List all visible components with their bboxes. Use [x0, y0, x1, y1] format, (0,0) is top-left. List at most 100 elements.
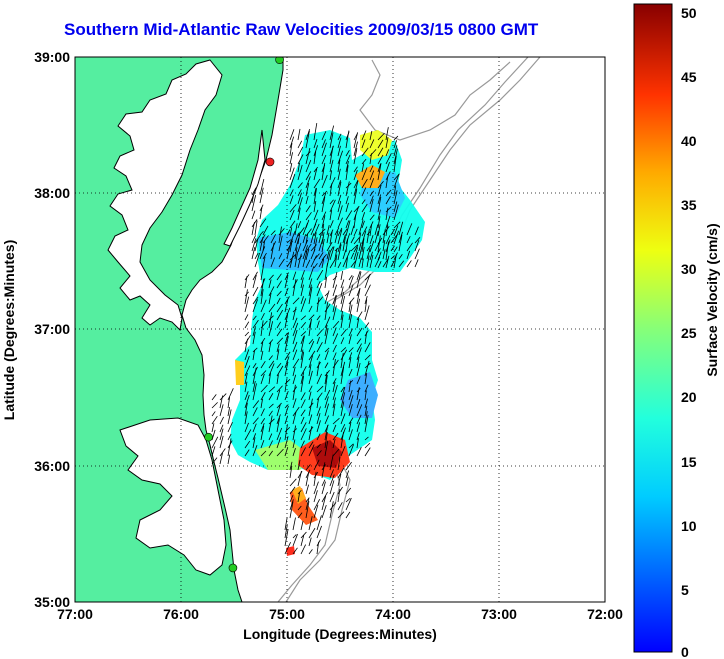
velocity-arrow	[377, 147, 384, 157]
velocity-arrow	[369, 195, 374, 205]
velocity-arrow	[329, 454, 334, 471]
velocity-arrow	[252, 274, 257, 289]
velocity-arrow	[366, 248, 371, 260]
velocity-arrow	[276, 389, 281, 401]
velocity-arrow	[377, 209, 381, 221]
velocity-arrow	[385, 241, 389, 261]
velocity-arrow	[268, 386, 276, 393]
velocity-arrow	[251, 193, 255, 204]
velocity-arrow	[345, 220, 350, 229]
velocity-arrow	[332, 344, 337, 353]
velocity-arrow	[268, 363, 275, 377]
velocity-arrow	[332, 432, 339, 441]
velocity-arrow	[292, 279, 297, 297]
velocity-arrow	[313, 459, 320, 471]
colorbar-ticks: 0 5 10 15 20 25 30 35 40 45 50	[681, 5, 697, 659]
velocity-arrow	[377, 224, 381, 237]
velocity-arrow	[345, 165, 349, 181]
velocity-arrow	[353, 228, 358, 237]
velocity-arrow	[292, 374, 297, 385]
velocity-arrow	[364, 436, 369, 441]
velocity-arrow	[329, 209, 333, 221]
velocity-arrow	[361, 167, 368, 181]
velocity-arrow	[308, 391, 312, 401]
velocity-arrow	[310, 244, 317, 252]
velocity-arrow	[342, 236, 346, 252]
velocity-arrow	[244, 440, 251, 449]
velocity-arrow	[252, 315, 257, 321]
colorbar-tick: 45	[681, 69, 697, 85]
velocity-arrow	[268, 341, 272, 353]
velocity-arrow	[345, 210, 353, 221]
velocity-arrow	[297, 207, 301, 221]
velocity-arrow	[313, 263, 318, 269]
velocity-arrow	[337, 150, 343, 165]
velocity-arrow	[313, 151, 317, 165]
velocity-arrow	[329, 159, 334, 173]
velocity-arrow	[345, 497, 352, 511]
x-tick: 73:00	[481, 606, 517, 622]
velocity-arrow	[369, 254, 374, 269]
velocity-arrow	[348, 334, 352, 345]
velocity-arrow	[340, 361, 346, 377]
velocity-arrow	[276, 297, 281, 305]
velocity-arrow	[276, 280, 282, 289]
velocity-arrow	[260, 450, 267, 457]
colorbar-tick: 25	[681, 325, 697, 341]
velocity-arrow	[284, 335, 289, 353]
velocity-arrow	[289, 129, 295, 141]
velocity-arrow	[305, 205, 311, 213]
velocity-arrow	[348, 380, 352, 393]
station-marker	[204, 432, 213, 442]
velocity-arrow	[244, 391, 249, 401]
velocity-arrow	[284, 378, 291, 385]
x-axis-label: Longitude (Degrees:Minutes)	[243, 626, 437, 642]
velocity-arrow	[316, 443, 321, 449]
velocity-arrow	[284, 405, 289, 417]
velocity-arrow	[316, 361, 320, 377]
velocity-arrow	[316, 398, 319, 409]
y-tick: 36:00	[34, 458, 70, 474]
velocity-arrow	[340, 386, 345, 393]
velocity-arrow	[390, 245, 395, 252]
velocity-arrow	[353, 214, 357, 229]
velocity-arrow	[302, 251, 308, 268]
velocity-arrow	[297, 505, 302, 511]
velocity-arrow	[284, 332, 289, 337]
velocity-arrow	[244, 422, 249, 433]
velocity-arrow	[219, 393, 227, 401]
velocity-arrow	[326, 232, 330, 244]
colorbar-tick: 0	[681, 644, 689, 659]
velocity-arrow	[292, 425, 297, 441]
velocity-arrow	[329, 125, 335, 141]
velocity-arrow	[316, 297, 320, 313]
velocity-arrow	[308, 414, 313, 425]
velocity-arrow	[324, 316, 331, 329]
velocity-arrow	[305, 484, 310, 495]
velocity-arrow	[334, 230, 339, 244]
velocity-arrow	[316, 315, 321, 321]
velocity-arrow	[374, 224, 379, 236]
colorbar-tick: 10	[681, 518, 697, 534]
velocity-arrow	[358, 219, 364, 236]
velocity-arrow	[211, 423, 215, 433]
velocity-arrow	[252, 331, 256, 345]
velocity-arrow	[337, 194, 342, 205]
velocity-arrow	[316, 420, 321, 433]
velocity-arrow	[276, 404, 281, 417]
velocity-arrow	[361, 187, 367, 197]
velocity-arrow	[329, 258, 336, 269]
velocity-arrow	[286, 239, 291, 244]
velocity-arrow	[244, 449, 250, 457]
velocity-arrow	[385, 189, 392, 197]
velocity-arrow	[292, 317, 298, 329]
velocity-arrow	[316, 541, 320, 555]
velocity-arrow	[332, 381, 336, 393]
velocity-arrow	[348, 444, 354, 457]
velocity-arrow	[369, 240, 375, 253]
velocity-arrow	[252, 363, 257, 369]
velocity-arrow	[340, 328, 347, 337]
velocity-arrow	[318, 233, 322, 244]
velocity-arrow	[356, 288, 361, 305]
velocity-arrow	[308, 355, 314, 369]
